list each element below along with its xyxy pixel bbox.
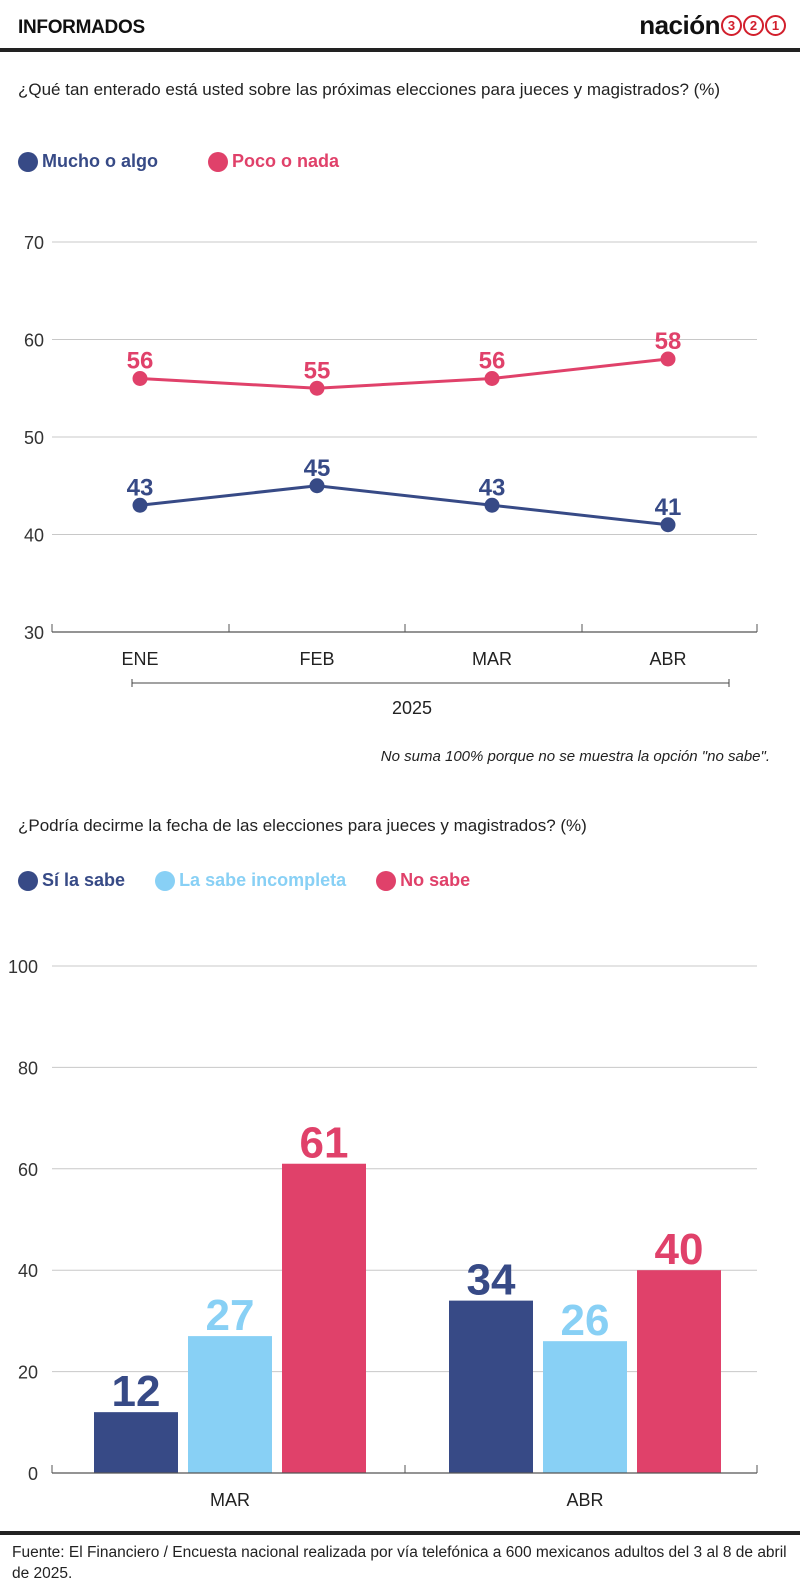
data-label: 34 <box>467 1256 516 1305</box>
y-tick-label: 40 <box>24 526 44 546</box>
y-tick-label: 80 <box>18 1058 38 1078</box>
legend-label: La sabe incompleta <box>179 870 347 890</box>
x-tick-label: MAR <box>472 649 512 669</box>
bar <box>94 1412 178 1473</box>
legend-item-poco-o-nada: Poco o nada <box>208 151 339 172</box>
bar <box>449 1300 533 1473</box>
legend-swatch-navy <box>18 151 38 172</box>
data-label: 40 <box>655 1225 704 1274</box>
data-label: 41 <box>655 494 682 521</box>
data-point <box>660 517 676 533</box>
data-label: 45 <box>304 455 331 482</box>
bar-chart: 0 20 40 60 80 100 12 27 61 MAR 34 26 40 ABR <box>8 957 758 1510</box>
y-tick-label: 0 <box>28 1464 38 1484</box>
series-line <box>139 357 669 390</box>
data-point <box>309 380 325 396</box>
bar <box>282 1163 366 1473</box>
legend-label: Poco o nada <box>232 151 340 171</box>
brand-digit-3: 3 <box>721 15 742 36</box>
y-tick-label: 60 <box>24 331 44 351</box>
legend-item-si-la-sabe: Sí la sabe <box>18 870 125 891</box>
data-label: 26 <box>561 1296 610 1345</box>
line-chart: 30 40 50 60 70 ENE FEB MAR ABR 2025 43 45 43 41 56 55 56… <box>24 233 758 718</box>
y-tick-label: 70 <box>24 233 44 253</box>
chart1-legend: Mucho o algo Poco o nada <box>18 151 389 172</box>
chart2-legend: Sí la sabe La sabe incompleta No sabe <box>18 870 520 891</box>
series-line <box>139 484 669 527</box>
brand-digit-1: 1 <box>765 15 786 36</box>
data-point <box>132 371 148 386</box>
y-tick-label: 60 <box>18 1160 38 1180</box>
data-label: 56 <box>479 348 506 375</box>
data-point <box>132 497 148 513</box>
bar <box>543 1341 627 1473</box>
x-tick-label: ABR <box>566 1490 603 1510</box>
y-tick-label: 40 <box>18 1261 38 1281</box>
legend-swatch-pink <box>208 151 228 172</box>
legend-item-la-sabe-incompleta: La sabe incompleta <box>155 870 346 891</box>
y-tick-label: 100 <box>8 957 38 977</box>
data-label: 61 <box>300 1119 349 1168</box>
header: INFORMADOS nación 3 2 1 <box>0 0 800 50</box>
legend-swatch-pink <box>376 870 397 891</box>
bar <box>188 1336 272 1473</box>
legend-label: Mucho o algo <box>42 151 158 171</box>
data-label: 27 <box>206 1291 255 1340</box>
x-tick-label: MAR <box>210 1490 250 1510</box>
y-tick-label: 30 <box>24 623 44 643</box>
header-divider <box>0 48 800 52</box>
legend-label: Sí la sabe <box>42 870 126 890</box>
data-point <box>309 478 325 494</box>
x-tick-label: ABR <box>649 649 686 669</box>
chart2-question: ¿Podría decirme la fecha de las eleccion… <box>18 816 587 835</box>
brand-word: nación <box>639 10 720 40</box>
legend-item-no-sabe: No sabe <box>376 870 470 891</box>
data-label: 12 <box>112 1367 161 1416</box>
data-label: 58 <box>655 328 682 355</box>
data-point <box>660 351 676 367</box>
footer-divider <box>0 1531 800 1535</box>
legend-swatch-navy <box>18 870 38 891</box>
chart1-note: No suma 100% porque no se muestra la opc… <box>380 748 770 765</box>
data-label: 43 <box>479 474 506 501</box>
x-tick-label: FEB <box>299 649 334 669</box>
legend-item-mucho-o-algo: Mucho o algo <box>18 151 158 172</box>
x-tick-label: ENE <box>121 649 158 669</box>
y-tick-label: 50 <box>24 428 44 448</box>
data-label: 43 <box>127 474 154 501</box>
brand-logo: nación 3 2 1 <box>639 10 786 41</box>
page-title: INFORMADOS <box>18 17 145 38</box>
brand-digit-2: 2 <box>743 15 764 36</box>
source-note: Fuente: El Financiero / Encuesta naciona… <box>12 1544 787 1582</box>
group-label: 2025 <box>392 698 432 718</box>
data-label: 55 <box>304 357 331 384</box>
data-point <box>484 371 500 386</box>
y-tick-label: 20 <box>18 1363 38 1383</box>
data-label: 56 <box>127 348 154 375</box>
bar <box>637 1270 721 1473</box>
data-point <box>484 497 500 513</box>
legend-label: No sabe <box>400 870 471 890</box>
legend-swatch-light-blue <box>155 870 176 891</box>
chart1-question: ¿Qué tan enterado está usted sobre las p… <box>18 80 721 99</box>
